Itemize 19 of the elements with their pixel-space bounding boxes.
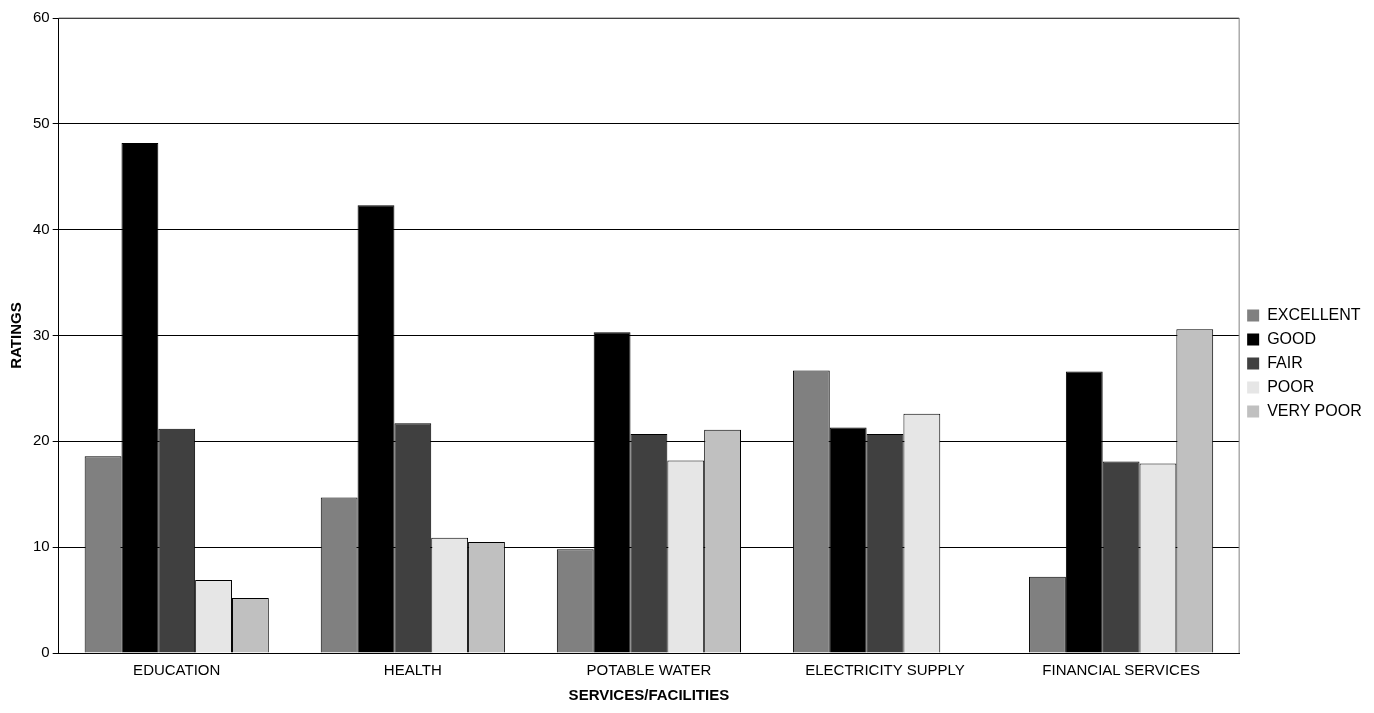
y-tick-label: 20 (33, 431, 50, 449)
x-tick-label: EDUCATION (133, 661, 221, 679)
y-axis-title: RATINGS (7, 302, 25, 369)
x-tick-label: POTABLE WATER (586, 661, 712, 679)
y-tick-label: 60 (33, 8, 50, 26)
y-tick-label: 50 (33, 113, 50, 131)
legend-label: POOR (1267, 377, 1315, 395)
legend-label: EXCELLENT (1267, 305, 1361, 323)
legend-label: GOOD (1267, 329, 1317, 347)
legend-label: FAIR (1267, 353, 1303, 371)
y-tick-label: 0 (41, 643, 50, 661)
x-tick-label: FINANCIAL SERVICES (1042, 661, 1200, 679)
x-axis-title: SERVICES/FACILITIES (568, 686, 730, 704)
legend-label: VERY POOR (1267, 401, 1362, 419)
y-tick-label: 30 (33, 325, 50, 343)
y-tick-label: 10 (33, 537, 50, 555)
y-tick-label: 40 (33, 219, 50, 237)
x-tick-label: ELECTRICITY SUPPLY (805, 661, 965, 679)
x-tick-label: HEALTH (383, 661, 442, 679)
